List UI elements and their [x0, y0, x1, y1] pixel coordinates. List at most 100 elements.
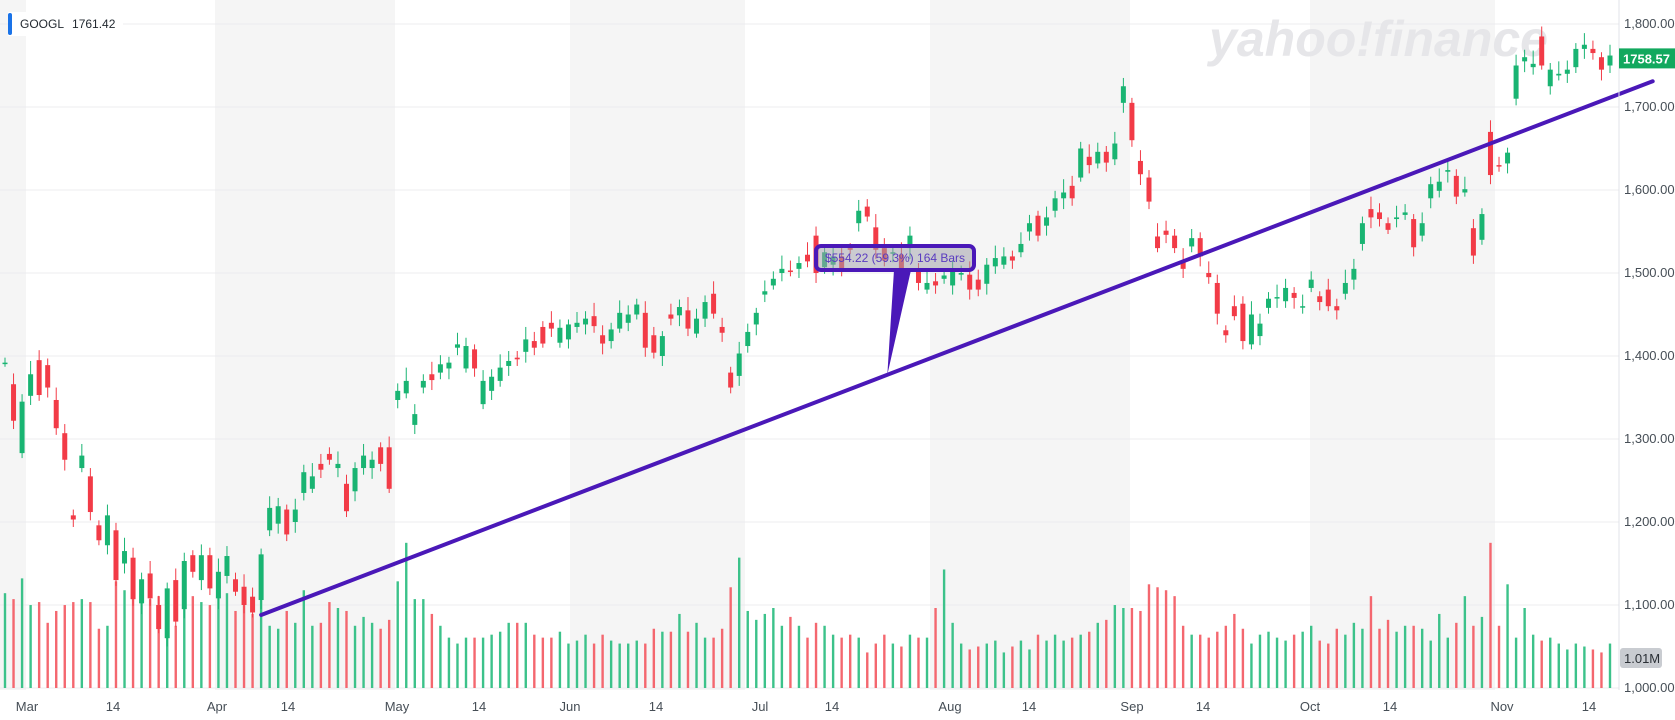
candle-body: [1223, 330, 1229, 336]
volume-bar: [925, 637, 929, 688]
candle-body: [1334, 306, 1340, 311]
volume-bar: [1506, 584, 1509, 688]
candle-body: [463, 346, 469, 369]
candle-body: [1607, 55, 1613, 66]
volume-bar: [1531, 634, 1535, 688]
candle-body: [1061, 192, 1067, 199]
candle-body: [335, 463, 341, 469]
candle-body: [924, 282, 930, 290]
candle-body: [1197, 238, 1203, 257]
candle-body: [1394, 217, 1400, 220]
x-tick-label: Apr: [207, 699, 228, 714]
candle-body: [1428, 184, 1434, 199]
volume-bar: [703, 637, 707, 688]
candle-body: [873, 227, 879, 250]
volume-bar: [234, 610, 237, 688]
candle-body: [1103, 151, 1109, 163]
candle-body: [856, 210, 862, 224]
x-tick-label: 14: [106, 699, 120, 714]
candle-body: [1505, 152, 1511, 164]
candle-body: [36, 360, 42, 396]
volume-bar: [311, 625, 314, 688]
candle-body: [711, 293, 717, 314]
volume-bars: [3, 542, 1612, 688]
volume-bar: [592, 643, 596, 688]
volume-bar: [1463, 596, 1467, 688]
candle-body: [1112, 143, 1118, 160]
annotation-label: $554.22 (59.3%) 164 Bars: [825, 251, 965, 265]
volume-bar: [183, 599, 186, 688]
candle-body: [1368, 209, 1374, 218]
month-band: [215, 0, 395, 690]
trendline-annotation[interactable]: $554.22 (59.3%) 164 Bars: [259, 79, 1655, 617]
volume-bar: [456, 643, 459, 688]
volume-bar: [1378, 628, 1381, 688]
volume-bar: [627, 643, 630, 688]
volume-bar: [567, 643, 570, 688]
candle-body: [907, 235, 913, 249]
volume-bar: [1412, 625, 1415, 688]
candle-body: [787, 270, 793, 273]
volume-bar: [1352, 622, 1356, 688]
volume-bar: [123, 590, 126, 688]
volume-bar: [1062, 640, 1065, 688]
volume-bar: [80, 599, 84, 688]
candle-body: [736, 353, 742, 376]
volume-bar: [3, 593, 7, 688]
volume-bar: [319, 622, 323, 688]
candle-body: [915, 268, 921, 283]
volume-bar: [200, 602, 203, 688]
volume-bar: [430, 613, 434, 688]
volume-bar: [302, 590, 306, 688]
volume-bar: [131, 584, 135, 688]
volume-bar: [1164, 590, 1168, 688]
volume-bar: [1275, 637, 1279, 688]
candle-body: [326, 453, 332, 460]
ticker-legend[interactable]: GOOGL 1761.42: [8, 12, 124, 36]
volume-bar: [1250, 643, 1253, 688]
candle-body: [267, 507, 273, 531]
yahoo-finance-watermark: yahoo!finance: [1206, 11, 1548, 67]
candle-body: [1291, 292, 1297, 298]
candle-body: [207, 555, 213, 589]
volume-bar: [1540, 640, 1543, 688]
candle-body: [967, 274, 973, 290]
candle-body: [53, 399, 59, 429]
candle-body: [531, 341, 537, 348]
volume-bar: [328, 602, 331, 688]
volume-bar: [883, 634, 886, 688]
volume-bar: [558, 631, 562, 688]
candle-body: [1266, 298, 1272, 308]
x-tick-label: Nov: [1490, 699, 1514, 714]
candle-body: [301, 472, 307, 493]
volume-bar: [1557, 643, 1560, 688]
volume-bar: [823, 625, 826, 688]
candle-body: [318, 463, 324, 470]
candle-body: [241, 586, 247, 605]
volume-bar: [259, 593, 263, 688]
volume-bar: [780, 625, 784, 688]
candle-body: [1547, 69, 1553, 87]
candle-body: [1564, 69, 1570, 74]
volume-bar: [1045, 640, 1048, 688]
volume-bar: [1036, 634, 1040, 688]
candle-body: [1590, 48, 1596, 54]
volume-bar: [106, 625, 109, 688]
candle-body: [369, 459, 375, 469]
volume-bar: [755, 619, 758, 688]
candle-body: [1155, 236, 1161, 249]
volume-bar: [1403, 625, 1407, 688]
candle-body: [651, 335, 657, 353]
volume-bar: [89, 602, 92, 688]
volume-bar: [345, 610, 348, 688]
volume-bar: [1173, 596, 1176, 688]
volume-bar: [618, 643, 621, 688]
series-color-swatch: [8, 13, 12, 35]
volume-bar: [379, 628, 382, 688]
volume-bar: [797, 625, 801, 688]
volume-bar: [1292, 634, 1296, 688]
candle-body: [1095, 151, 1101, 164]
candle-body: [728, 372, 734, 388]
candle-body: [1283, 287, 1289, 302]
candle-body: [1026, 223, 1032, 232]
